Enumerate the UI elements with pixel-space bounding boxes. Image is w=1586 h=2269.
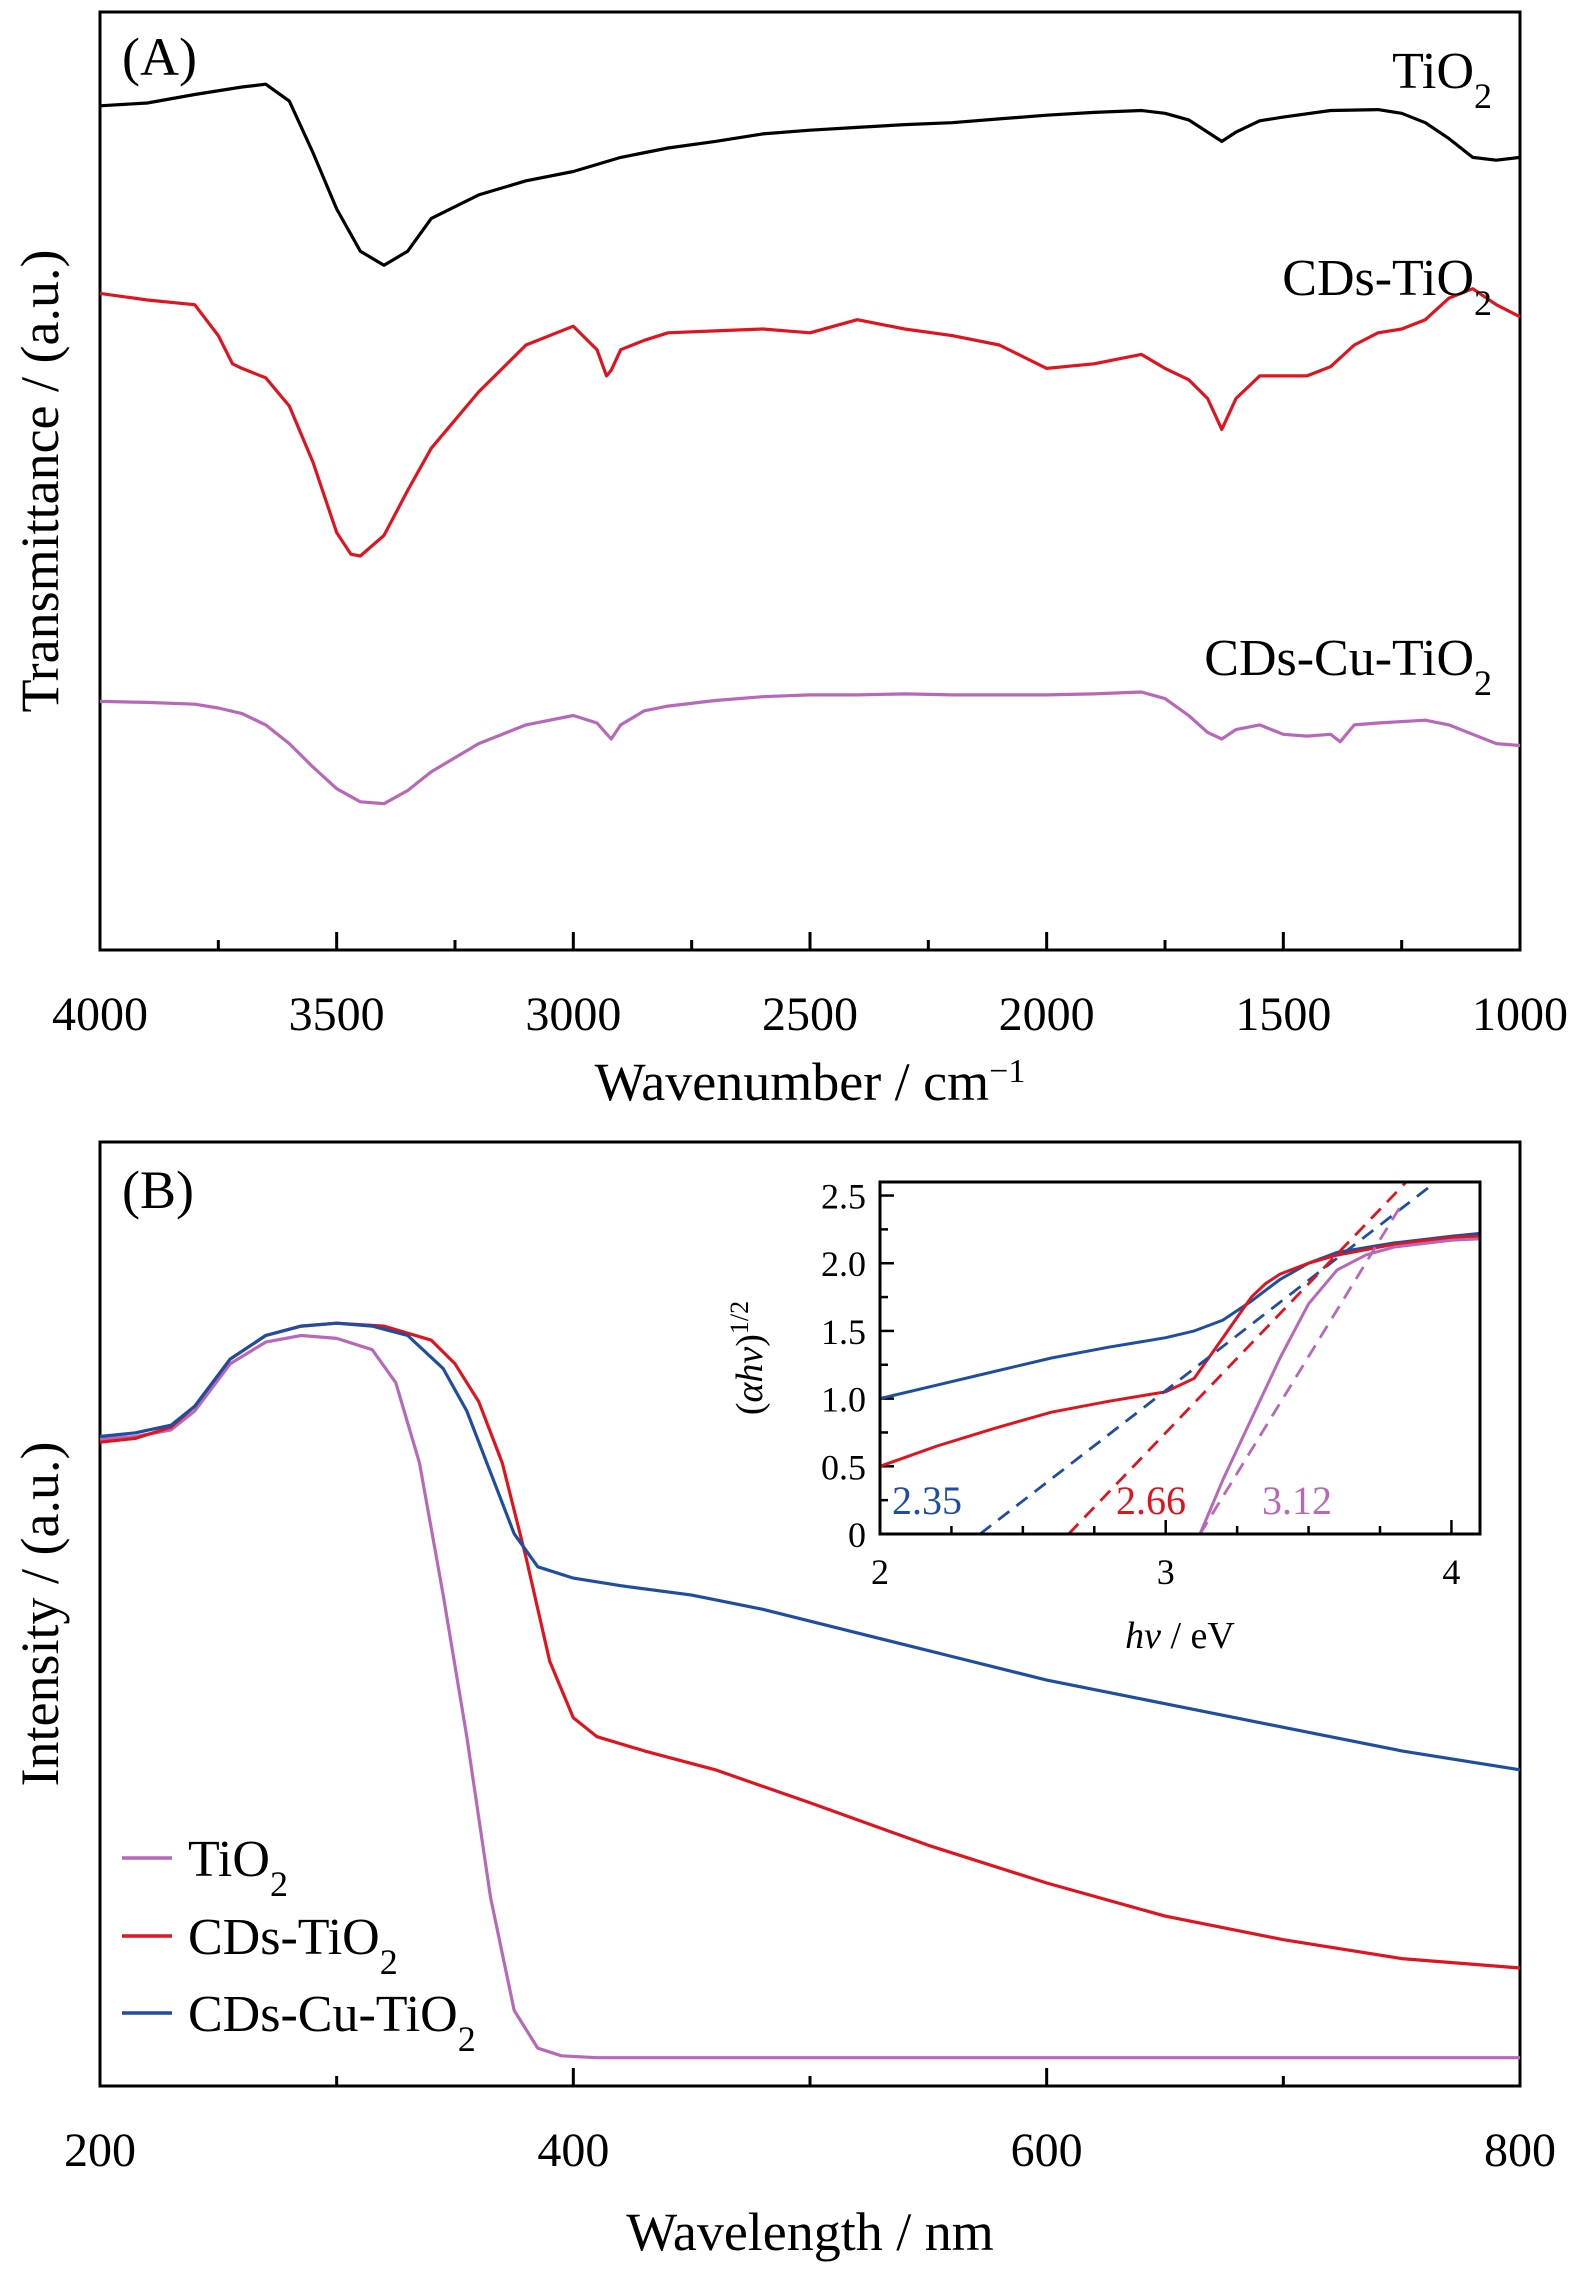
inset-x-tick-label-3: 3 — [1157, 1552, 1175, 1592]
bandgap-label-cds-cu-tio2: 2.35 — [892, 1478, 962, 1523]
inset-y-tick-label-0: 0 — [848, 1515, 866, 1555]
bandgap-label-cds-tio2: 2.66 — [1116, 1478, 1186, 1523]
series-label-cds-tio2: CDs-TiO2 — [1282, 250, 1492, 323]
b-x-tick-label-400: 400 — [537, 2124, 609, 2177]
a-x-tick-label-1000: 1000 — [1472, 988, 1568, 1041]
inset-fit-cds-tio2 — [1067, 1182, 1409, 1534]
panel-b-legend: TiO2 CDs-TiO2 CDs-Cu-TiO2 — [122, 1831, 476, 2059]
inset-series — [880, 1231, 1480, 1534]
inset-y-axis-title: (αhv)1/2 — [725, 1301, 772, 1415]
inset-x-tick-label-2: 2 — [871, 1552, 889, 1592]
panel-a-x-axis-title: Wavenumber / cm−1 — [595, 1052, 1026, 1112]
inset-curve-tio2 — [880, 1237, 1480, 1534]
panel-a-label: (A) — [122, 27, 197, 87]
inset-y-tick-label-1.0: 1.0 — [821, 1380, 866, 1420]
panel-b-chart: 200 400 600 800 (B) Wavelength / nm Intensi… — [10, 1140, 1556, 2262]
legend-item-cds-tio2: CDs-TiO2 — [122, 1909, 398, 1982]
inset-y-tick-label-2.0: 2.0 — [821, 1244, 866, 1284]
a-x-tick-label-2000: 2000 — [999, 988, 1095, 1041]
legend-item-tio2: TiO2 — [122, 1831, 288, 1904]
panel-a-x-tick-labels: 4000 3500 3000 2500 2000 1500 1000 — [52, 988, 1568, 1041]
b-series-line-cds-cu-tio2 — [99, 1321, 1521, 1772]
panel-a-series — [99, 82, 1521, 806]
panel-b-x-axis-title: Wavelength / nm — [626, 2202, 994, 2262]
legend-item-cds-cu-tio2: CDs-Cu-TiO2 — [122, 1986, 476, 2059]
b-x-tick-label-800: 800 — [1484, 2124, 1556, 2177]
a-x-tick-label-3000: 3000 — [525, 988, 621, 1041]
panel-b-x-ticks — [98, 2068, 1522, 2086]
inset-y-tick-label-0.5: 0.5 — [821, 1447, 866, 1487]
inset-y-tick-label-1.5: 1.5 — [821, 1312, 866, 1352]
b-x-tick-label-600: 600 — [1011, 2124, 1083, 2177]
a-series-line-tio2 — [99, 82, 1521, 267]
panel-b-y-axis-title: Intensity / (a.u.) — [10, 1442, 70, 1787]
a-series-line-cds-cu-tio2 — [99, 690, 1521, 806]
legend-label-cds-cu-tio2: CDs-Cu-TiO2 — [188, 1986, 476, 2059]
b-series-line-tio2 — [99, 1333, 1520, 2060]
a-x-tick-label-3500: 3500 — [289, 988, 385, 1041]
inset-fit-tio2 — [1198, 1201, 1405, 1534]
inset-linear-fits — [979, 1182, 1438, 1534]
inset-curve-cds-tio2 — [880, 1234, 1480, 1468]
inset-frame — [878, 1180, 1482, 1536]
series-label-tio2: TiO2 — [1392, 43, 1492, 116]
inset-tick-labels: 2 3 4 0 0.5 1.0 1.5 2.0 2.5 — [821, 1177, 1460, 1592]
inset-background — [880, 1182, 1480, 1534]
a-x-tick-label-1500: 1500 — [1235, 988, 1331, 1041]
panel-b-series — [99, 1321, 1521, 2060]
b-x-tick-label-200: 200 — [64, 2124, 136, 2177]
inset-x-tick-label-4: 4 — [1442, 1552, 1460, 1592]
inset-x-axis-title: hv / eV — [1125, 1615, 1235, 1657]
a-x-tick-label-4000: 4000 — [52, 988, 148, 1041]
tauc-plot-inset: 2 3 4 0 0.5 1.0 1.5 2.0 2.5 hv / eV (αhv)1/2 2.3… — [725, 1177, 1482, 1657]
panel-a-y-axis-title: Transmittance / (a.u.) — [10, 250, 70, 713]
inset-y-tick-label-2.5: 2.5 — [821, 1177, 866, 1217]
inset-fit-cds-cu-tio2 — [979, 1182, 1438, 1534]
bandgap-label-tio2: 3.12 — [1262, 1478, 1332, 1523]
panel-a-chart: 4000 3500 3000 2500 2000 1500 1000 (A) Wavenum… — [10, 10, 1568, 1112]
legend-label-tio2: TiO2 — [188, 1831, 288, 1904]
panel-a-x-ticks — [98, 932, 1522, 950]
series-label-cds-cu-tio2: CDs-Cu-TiO2 — [1204, 630, 1492, 703]
inset-curve-cds-cu-tio2 — [880, 1231, 1480, 1401]
legend-label-cds-tio2: CDs-TiO2 — [188, 1909, 398, 1982]
a-series-line-cds-tio2 — [99, 287, 1521, 558]
panel-b-x-tick-labels: 200 400 600 800 — [64, 2124, 1556, 2177]
panel-b-label: (B) — [122, 1160, 194, 1220]
a-x-tick-label-2500: 2500 — [762, 988, 858, 1041]
